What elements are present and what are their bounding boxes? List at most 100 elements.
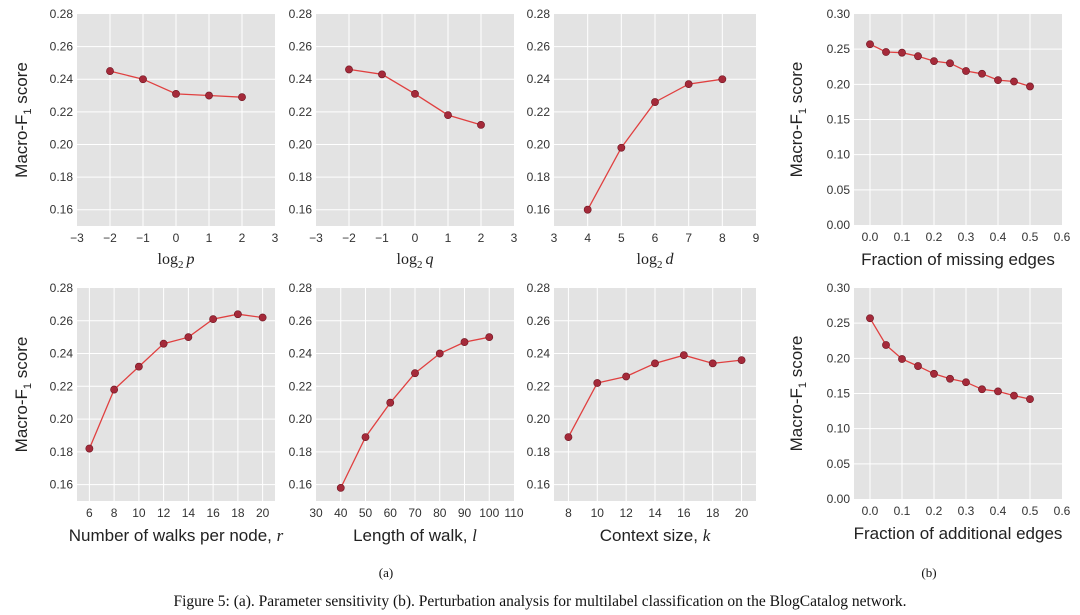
x-tick-label: 10 — [591, 506, 605, 520]
x-tick-label: 2 — [478, 231, 485, 245]
data-point — [460, 338, 469, 346]
figure-caption: Figure 5: (a). Parameter sensitivity (b)… — [173, 593, 906, 610]
data-point — [477, 120, 485, 129]
x-tick-label: −3 — [70, 231, 84, 245]
y-axis-label: Macro-F1 score — [12, 337, 34, 453]
y-tick-label: 0.18 — [289, 170, 313, 184]
x-axis-label: Number of walks per node, r — [69, 526, 284, 545]
y-tick-label: 0.16 — [289, 478, 313, 492]
y-tick-label: 0.24 — [50, 72, 74, 86]
data-point — [172, 90, 180, 98]
data-point — [184, 333, 193, 342]
chart-panel-1: 0.16 0.18 0.20 0.22 0.24 0.26 0.28 −3 −2 −1 0 1 2 3 lo… — [12, 7, 279, 271]
y-tick-label: 0.18 — [527, 445, 551, 459]
data-point — [134, 362, 143, 371]
x-tick-label: 70 — [408, 506, 422, 520]
x-tick-label: 18 — [231, 506, 245, 520]
x-tick-label: −1 — [136, 231, 150, 245]
data-point — [994, 387, 1002, 396]
x-tick-label: 90 — [458, 506, 472, 520]
y-tick-label: 0.18 — [289, 445, 313, 459]
y-tick-label: 0.18 — [50, 170, 74, 184]
data-point — [593, 379, 602, 387]
data-point — [361, 433, 370, 441]
data-point — [737, 356, 746, 364]
x-axis-label: Length of walk, l — [353, 526, 477, 545]
x-tick-label: 0.1 — [894, 504, 911, 518]
x-tick-label: 0.6 — [1054, 230, 1071, 244]
y-tick-label: 0.24 — [527, 347, 551, 361]
data-point — [336, 483, 345, 492]
data-point — [898, 355, 906, 363]
data-point — [485, 333, 494, 342]
y-tick-label: 0.10 — [827, 148, 851, 162]
data-point — [238, 93, 246, 102]
data-point — [139, 75, 147, 84]
x-tick-label: 0.6 — [1054, 504, 1071, 518]
x-tick-label: 30 — [309, 506, 323, 520]
x-tick-label: 12 — [157, 506, 171, 520]
data-point — [209, 315, 218, 324]
x-tick-label: 40 — [334, 506, 348, 520]
x-tick-label: 0 — [173, 231, 180, 245]
x-tick-label: 12 — [619, 506, 633, 520]
data-point — [444, 111, 452, 120]
data-point — [622, 372, 631, 381]
y-axis-label: Macro-F1 score — [787, 336, 809, 452]
data-point — [684, 80, 693, 89]
x-tick-label: 0.3 — [958, 504, 975, 518]
data-point — [617, 143, 626, 152]
x-tick-label: 14 — [648, 506, 662, 520]
plot-background — [77, 288, 275, 501]
x-tick-label: 18 — [706, 506, 720, 520]
data-point — [651, 98, 659, 106]
x-tick-label: −1 — [375, 231, 389, 245]
y-tick-label: 0.16 — [50, 203, 74, 217]
y-tick-label: 0.20 — [289, 137, 313, 151]
x-axis-label: Fraction of missing edges — [861, 250, 1055, 269]
chart-panel-6: 0.16 0.18 0.20 0.22 0.24 0.26 0.28 30 40 50 60 70 80… — [289, 281, 524, 545]
x-tick-label: 3 — [272, 231, 279, 245]
x-tick-label: 8 — [719, 231, 726, 245]
y-tick-label: 0.22 — [50, 379, 74, 393]
x-tick-label: 20 — [256, 506, 270, 520]
y-tick-label: 0.24 — [289, 72, 313, 86]
x-tick-label: 0.2 — [926, 230, 943, 244]
y-tick-label: 0.30 — [827, 281, 851, 295]
y-axis-label: Macro-F1 score — [787, 62, 809, 178]
data-point — [1026, 395, 1034, 404]
data-point — [866, 314, 874, 323]
x-tick-label: 20 — [735, 506, 749, 520]
x-tick-label: 6 — [86, 506, 93, 520]
data-point — [1010, 77, 1018, 86]
x-axis-label: log2 p — [158, 251, 195, 271]
data-point — [866, 40, 874, 49]
x-tick-label: 0.4 — [990, 504, 1007, 518]
chart-panel-5: 0.16 0.18 0.20 0.22 0.24 0.26 0.28 6 8 10 12 14 16 18… — [12, 281, 284, 545]
y-tick-label: 0.22 — [289, 105, 313, 119]
y-tick-label: 0.16 — [289, 203, 313, 217]
subfigure-label-b: (b) — [921, 565, 936, 580]
y-tick-label: 0.30 — [827, 7, 851, 21]
chart-panel-4: 0.00 0.05 0.10 0.15 0.20 0.25 0.30 0.0 0.1 0.2 0.3… — [787, 7, 1071, 269]
y-tick-label: 0.22 — [527, 105, 551, 119]
chart-panel-3: 0.16 0.18 0.20 0.22 0.24 0.26 0.28 3 4 5 6 7 8 9 log2 d — [527, 7, 760, 271]
data-point — [435, 349, 444, 358]
x-tick-label: 0.4 — [990, 230, 1007, 244]
y-tick-label: 0.26 — [289, 40, 313, 54]
data-point — [233, 310, 242, 319]
x-tick-label: −2 — [342, 231, 356, 245]
data-point — [946, 59, 954, 68]
x-tick-label: 8 — [565, 506, 572, 520]
y-tick-label: 0.28 — [527, 281, 551, 295]
x-tick-label: 100 — [479, 506, 499, 520]
y-tick-label: 0.20 — [527, 137, 551, 151]
data-point — [914, 362, 922, 370]
y-tick-label: 0.25 — [827, 316, 851, 330]
x-tick-label: 1 — [445, 231, 452, 245]
data-point — [378, 70, 386, 79]
y-tick-label: 0.20 — [827, 351, 851, 365]
x-tick-label: −3 — [309, 231, 323, 245]
y-tick-label: 0.18 — [50, 445, 74, 459]
x-tick-label: 0.0 — [862, 504, 879, 518]
